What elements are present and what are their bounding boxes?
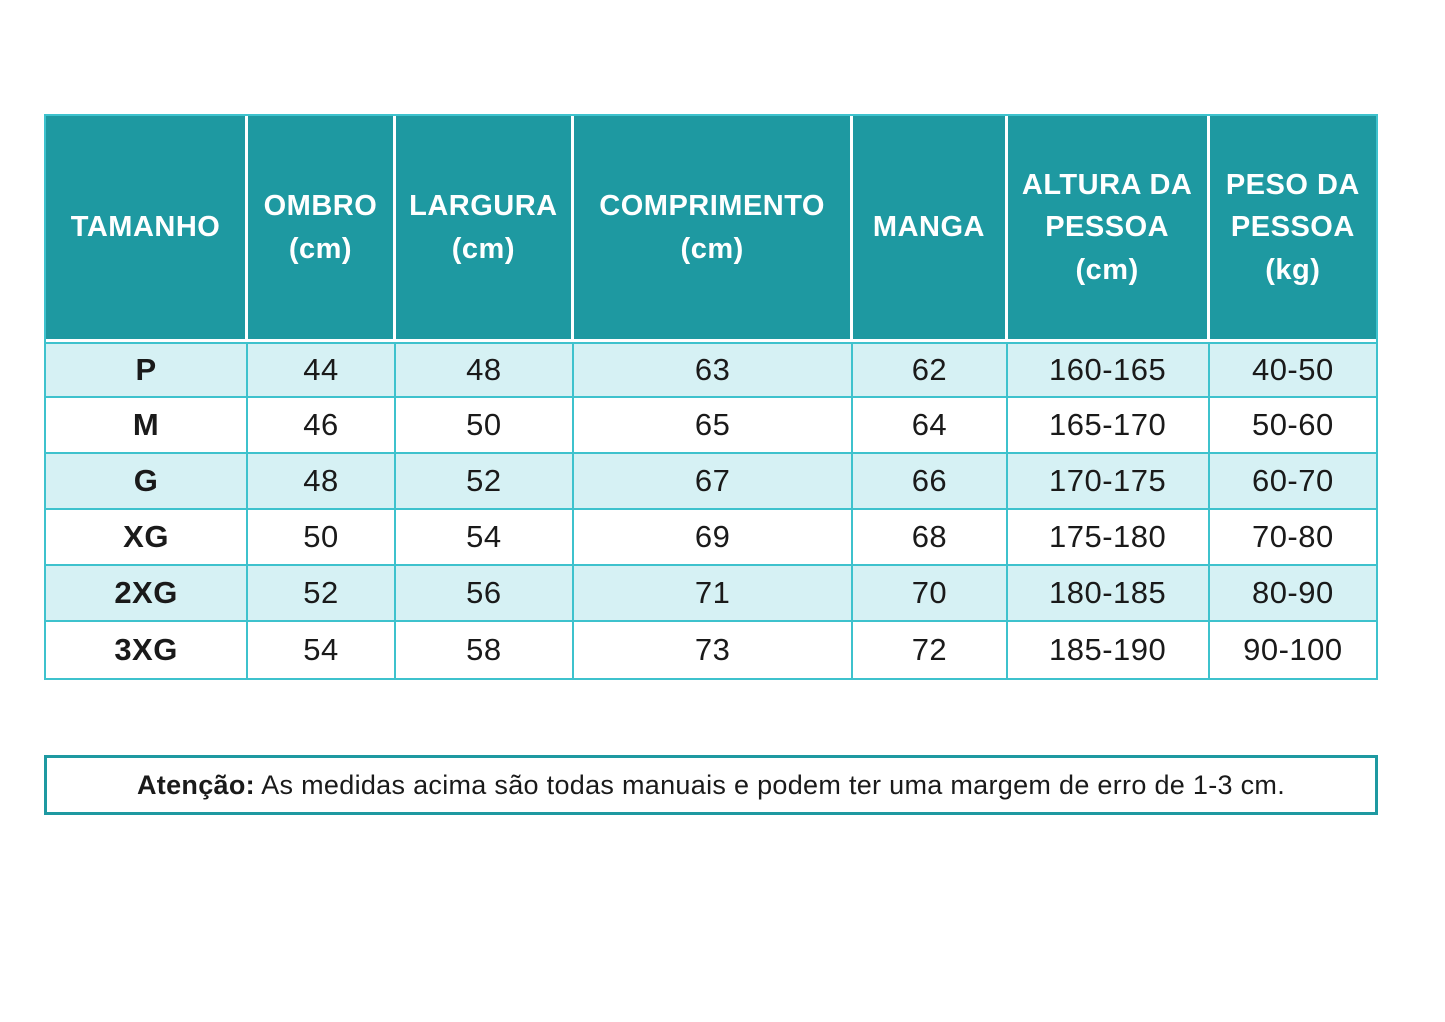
column-header-label: TAMANHO xyxy=(70,211,221,244)
note-box: Atenção: As medidas acima são todas manu… xyxy=(44,755,1378,815)
value-cell-largura-p: 48 xyxy=(395,342,574,398)
value-cell-largura-g: 52 xyxy=(395,454,574,510)
value-cell-altura-da-pessoa-g: 170-175 xyxy=(1007,454,1210,510)
value-cell-ombro-2xg: 52 xyxy=(248,566,396,622)
value-cell-peso-da-pessoa-m: 50-60 xyxy=(1209,398,1376,454)
value-cell-comprimento-2xg: 71 xyxy=(574,566,854,622)
value-cell-altura-da-pessoa-2xg: 180-185 xyxy=(1007,566,1210,622)
value-cell-manga-2xg: 70 xyxy=(853,566,1008,622)
value-cell-manga-3xg: 72 xyxy=(853,622,1008,678)
value-cell-largura-2xg: 56 xyxy=(395,566,574,622)
table-header-row: TAMANHO OMBRO (cm) LARGURA (cm) COMPRIMENTO (c… xyxy=(46,116,1376,342)
value-cell-ombro-3xg: 54 xyxy=(248,622,396,678)
value-cell-comprimento-g: 67 xyxy=(574,454,854,510)
column-header-label: PESO DA PESSOA xyxy=(1225,169,1360,244)
value-cell-peso-da-pessoa-xg: 70-80 xyxy=(1209,510,1376,566)
value-cell-peso-da-pessoa-g: 60-70 xyxy=(1209,454,1376,510)
table-row-3xg: 3XG 54 58 73 72 185-190 90-100 xyxy=(46,622,1376,678)
size-chart-table-frame: TAMANHO OMBRO (cm) LARGURA (cm) COMPRIMENTO (c… xyxy=(44,114,1378,680)
column-header-label: MANGA xyxy=(872,211,985,244)
value-cell-manga-m: 64 xyxy=(853,398,1008,454)
column-header-unit: (cm) xyxy=(680,232,744,265)
value-cell-comprimento-xg: 69 xyxy=(574,510,854,566)
column-header-label: OMBRO xyxy=(263,190,378,223)
value-cell-comprimento-m: 65 xyxy=(574,398,854,454)
value-cell-ombro-xg: 50 xyxy=(248,510,396,566)
size-cell-m: M xyxy=(46,398,249,454)
value-cell-ombro-m: 46 xyxy=(248,398,396,454)
value-cell-ombro-p: 44 xyxy=(248,342,396,398)
value-cell-manga-g: 66 xyxy=(853,454,1008,510)
value-cell-comprimento-3xg: 73 xyxy=(574,622,854,678)
table-row-xg: XG 50 54 69 68 175-180 70-80 xyxy=(46,510,1376,566)
value-cell-altura-da-pessoa-m: 165-170 xyxy=(1007,398,1210,454)
size-cell-2xg: 2XG xyxy=(46,566,249,622)
column-header-label: COMPRIMENTO xyxy=(599,190,825,223)
column-header-unit: (cm) xyxy=(288,232,353,265)
column-header-comprimento: COMPRIMENTO (cm) xyxy=(574,116,854,342)
value-cell-largura-xg: 54 xyxy=(395,510,574,566)
column-header-altura-da-pessoa: ALTURA DA PESSOA (cm) xyxy=(1007,116,1210,342)
column-header-tamanho: TAMANHO xyxy=(46,116,249,342)
value-cell-peso-da-pessoa-3xg: 90-100 xyxy=(1209,622,1376,678)
size-cell-g: G xyxy=(46,454,249,510)
size-cell-p: P xyxy=(46,342,249,398)
value-cell-comprimento-p: 63 xyxy=(574,342,854,398)
value-cell-largura-m: 50 xyxy=(395,398,574,454)
value-cell-altura-da-pessoa-xg: 175-180 xyxy=(1007,510,1210,566)
column-header-peso-da-pessoa: PESO DA PESSOA (kg) xyxy=(1209,116,1376,342)
column-header-manga: MANGA xyxy=(853,116,1008,342)
column-header-unit: (cm) xyxy=(1075,253,1139,286)
value-cell-peso-da-pessoa-2xg: 80-90 xyxy=(1209,566,1376,622)
value-cell-altura-da-pessoa-p: 160-165 xyxy=(1007,342,1210,398)
value-cell-altura-da-pessoa-3xg: 185-190 xyxy=(1007,622,1210,678)
value-cell-manga-p: 62 xyxy=(853,342,1008,398)
value-cell-peso-da-pessoa-p: 40-50 xyxy=(1209,342,1376,398)
table-row-m: M 46 50 65 64 165-170 50-60 xyxy=(46,398,1376,454)
table-row-p: P 44 48 63 62 160-165 40-50 xyxy=(46,342,1376,398)
table-row-2xg: 2XG 52 56 71 70 180-185 80-90 xyxy=(46,566,1376,622)
column-header-ombro: OMBRO (cm) xyxy=(248,116,396,342)
note-body: As medidas acima são todas manuais e pod… xyxy=(261,769,1285,800)
note-label: Atenção: xyxy=(137,769,255,800)
size-chart-table: TAMANHO OMBRO (cm) LARGURA (cm) COMPRIMENTO (c… xyxy=(46,116,1376,678)
value-cell-ombro-g: 48 xyxy=(248,454,396,510)
column-header-label: LARGURA xyxy=(409,190,558,223)
column-header-label: ALTURA DA PESSOA xyxy=(1021,169,1193,244)
value-cell-largura-3xg: 58 xyxy=(395,622,574,678)
column-header-unit: (cm) xyxy=(451,232,515,265)
column-header-largura: LARGURA (cm) xyxy=(395,116,574,342)
size-cell-xg: XG xyxy=(46,510,249,566)
value-cell-manga-xg: 68 xyxy=(853,510,1008,566)
size-cell-3xg: 3XG xyxy=(46,622,249,678)
note-text: Atenção: As medidas acima são todas manu… xyxy=(137,770,1285,801)
column-header-unit: (kg) xyxy=(1265,253,1321,286)
table-row-g: G 48 52 67 66 170-175 60-70 xyxy=(46,454,1376,510)
